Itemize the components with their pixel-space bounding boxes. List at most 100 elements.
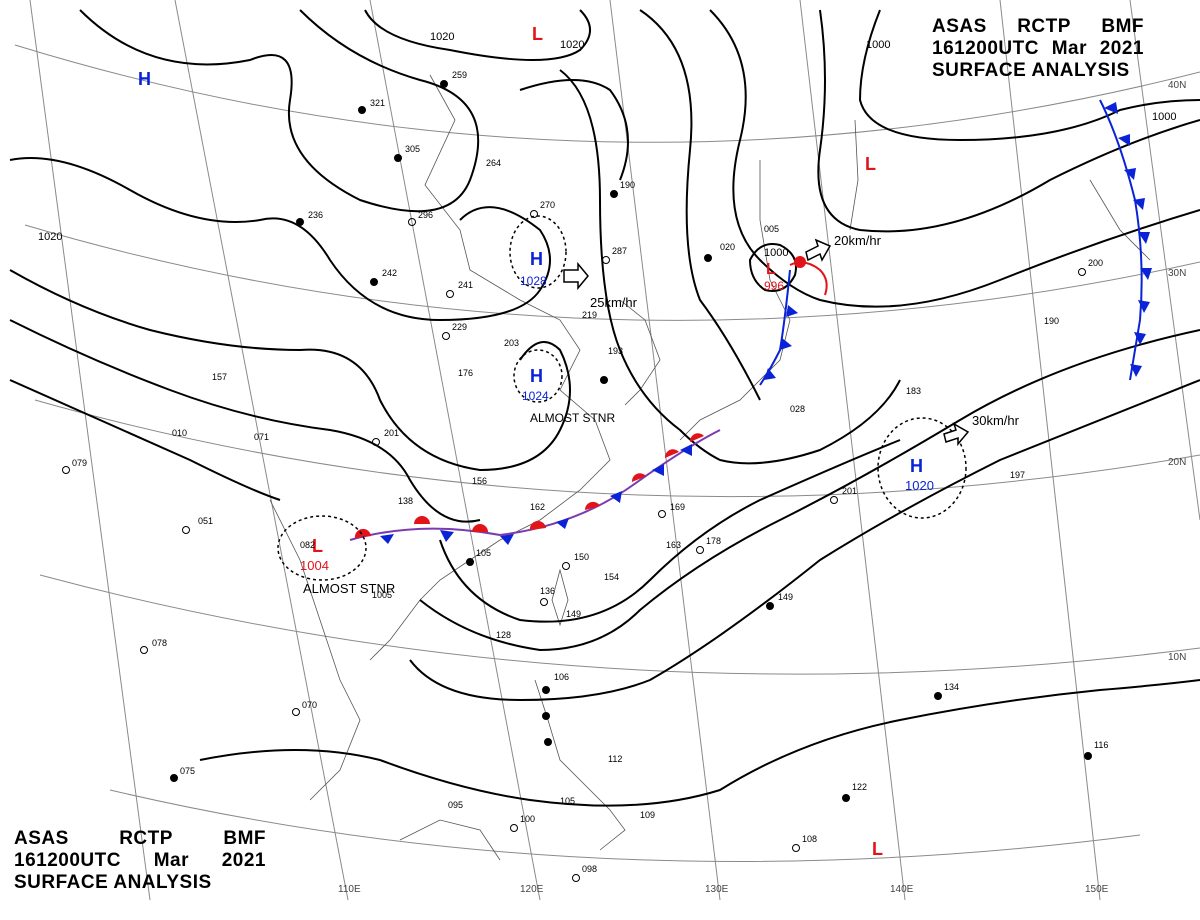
front-triangle (764, 368, 776, 380)
header-row: ASAS RCTP BMF (932, 16, 1144, 38)
coastline-japan (679, 160, 791, 441)
station-circle (542, 686, 550, 694)
front-semicircle (529, 520, 546, 530)
station-circle (1084, 752, 1092, 760)
station-pressure: 169 (670, 502, 685, 512)
lon-label-110e: 110E (338, 884, 361, 895)
station-circle (296, 218, 304, 226)
high-pressure-value: 1028 (520, 274, 547, 288)
front-triangle (500, 534, 514, 545)
motion-label: ALMOST STNR (530, 411, 615, 425)
station-circle (658, 510, 666, 518)
station-pressure: 105 (476, 548, 491, 558)
high-pressure-value: 1020 (905, 478, 934, 493)
station-pressure: 183 (906, 386, 921, 396)
motion-arrow (805, 238, 832, 262)
front-triangle (680, 444, 692, 456)
low-center-996: L 996 20km/hr (764, 233, 882, 293)
station-pressure: 134 (944, 682, 959, 692)
station-pressure: 116 (1094, 740, 1108, 750)
station-circle (696, 546, 704, 554)
station-pressure: 100 (520, 814, 535, 824)
station-circle (600, 376, 608, 384)
isobar-label: 1020 (38, 231, 62, 243)
station-pressure: 071 (254, 432, 269, 442)
station-circle (542, 712, 550, 720)
station-circle (766, 602, 774, 610)
latitude-line-40n (14, 44, 1200, 143)
latitude-line-0 (109, 789, 1141, 862)
header-time: 161200UTC (14, 850, 121, 871)
cold-front-pacific-triangles (1104, 102, 1152, 377)
front-triangle (1140, 268, 1152, 280)
station-pressure: 296 (418, 210, 433, 220)
station-pressure: 122 (852, 782, 867, 792)
station-pressure: 010 (172, 428, 187, 438)
header-month: Mar (153, 850, 189, 871)
station-pressure: 098 (582, 864, 597, 874)
station-circle (394, 154, 402, 162)
station-circle (370, 278, 378, 286)
isobar (409, 379, 1200, 702)
station-circle (442, 332, 450, 340)
low-symbol: L (766, 261, 776, 278)
low-symbol: L (872, 839, 883, 859)
front-triangle (1118, 134, 1130, 146)
header-region: ASAS (932, 16, 987, 37)
station-pressure: 193 (608, 346, 623, 356)
station-pressure: 200 (1088, 258, 1103, 268)
isobar (9, 269, 571, 472)
header-code: BMF (223, 828, 266, 849)
front-triangle (610, 491, 622, 503)
station-pressure: 150 (574, 552, 589, 562)
station-pressure: 138 (398, 496, 413, 506)
station-pressure: 109 (640, 810, 655, 820)
longitude-line-100e (29, 0, 151, 901)
isobar-labels: 1000 1000 1000 1020 1020 1020 (38, 31, 1176, 259)
header-row: ASAS RCTP BMF (14, 828, 266, 850)
station-pressure: 028 (790, 404, 805, 414)
station-pressure: 108 (802, 834, 817, 844)
station-circle (170, 774, 178, 782)
motion-label: ALMOST STNR (303, 581, 395, 596)
graticule-labels: 110E 120E 130E 140E 150E 10N 20N 30N 40N (338, 80, 1186, 895)
header-year: 2021 (1099, 38, 1144, 59)
isobar (364, 9, 591, 61)
station-pressure: 005 (764, 224, 779, 234)
station-circle (934, 692, 942, 700)
front-semicircle (354, 528, 371, 538)
station-pressure: 178 (706, 536, 721, 546)
map-header-top: ASAS RCTP BMF 161200UTC Mar 2021 SURFACE… (932, 16, 1144, 82)
station-pressure: 070 (302, 700, 317, 710)
isobars (9, 9, 1200, 807)
high-symbol: H (910, 456, 923, 476)
fronts (349, 99, 1152, 545)
station-circle (372, 438, 380, 446)
station-pressure: 264 (486, 158, 501, 168)
station-circle (530, 210, 538, 218)
header-station: RCTP (119, 828, 173, 849)
low-pressure-value: 996 (764, 279, 784, 293)
station-circle (140, 646, 148, 654)
coastline-china (369, 74, 611, 661)
station-circle (446, 290, 454, 298)
station-symbols (62, 80, 1092, 882)
front-triangle (1133, 198, 1145, 210)
isobar (519, 79, 629, 181)
station-pressure: 149 (566, 609, 581, 619)
isobar (439, 439, 901, 623)
front-triangle (1138, 232, 1150, 244)
isobar-label: 1000 (764, 247, 788, 259)
lat-label-40n: 40N (1168, 80, 1186, 91)
cold-front-japan-triangles (764, 305, 798, 380)
isobar (419, 329, 1200, 652)
isobar (9, 319, 481, 523)
longitude-line-120e (369, 0, 541, 901)
isobar (9, 157, 551, 322)
station-pressure: 287 (612, 246, 627, 256)
isobar (79, 9, 480, 213)
station-pressure: 082 (300, 540, 315, 550)
front-triangle (1104, 102, 1118, 114)
lat-label-20n: 20N (1168, 457, 1186, 468)
station-pressure: 136 (540, 586, 555, 596)
